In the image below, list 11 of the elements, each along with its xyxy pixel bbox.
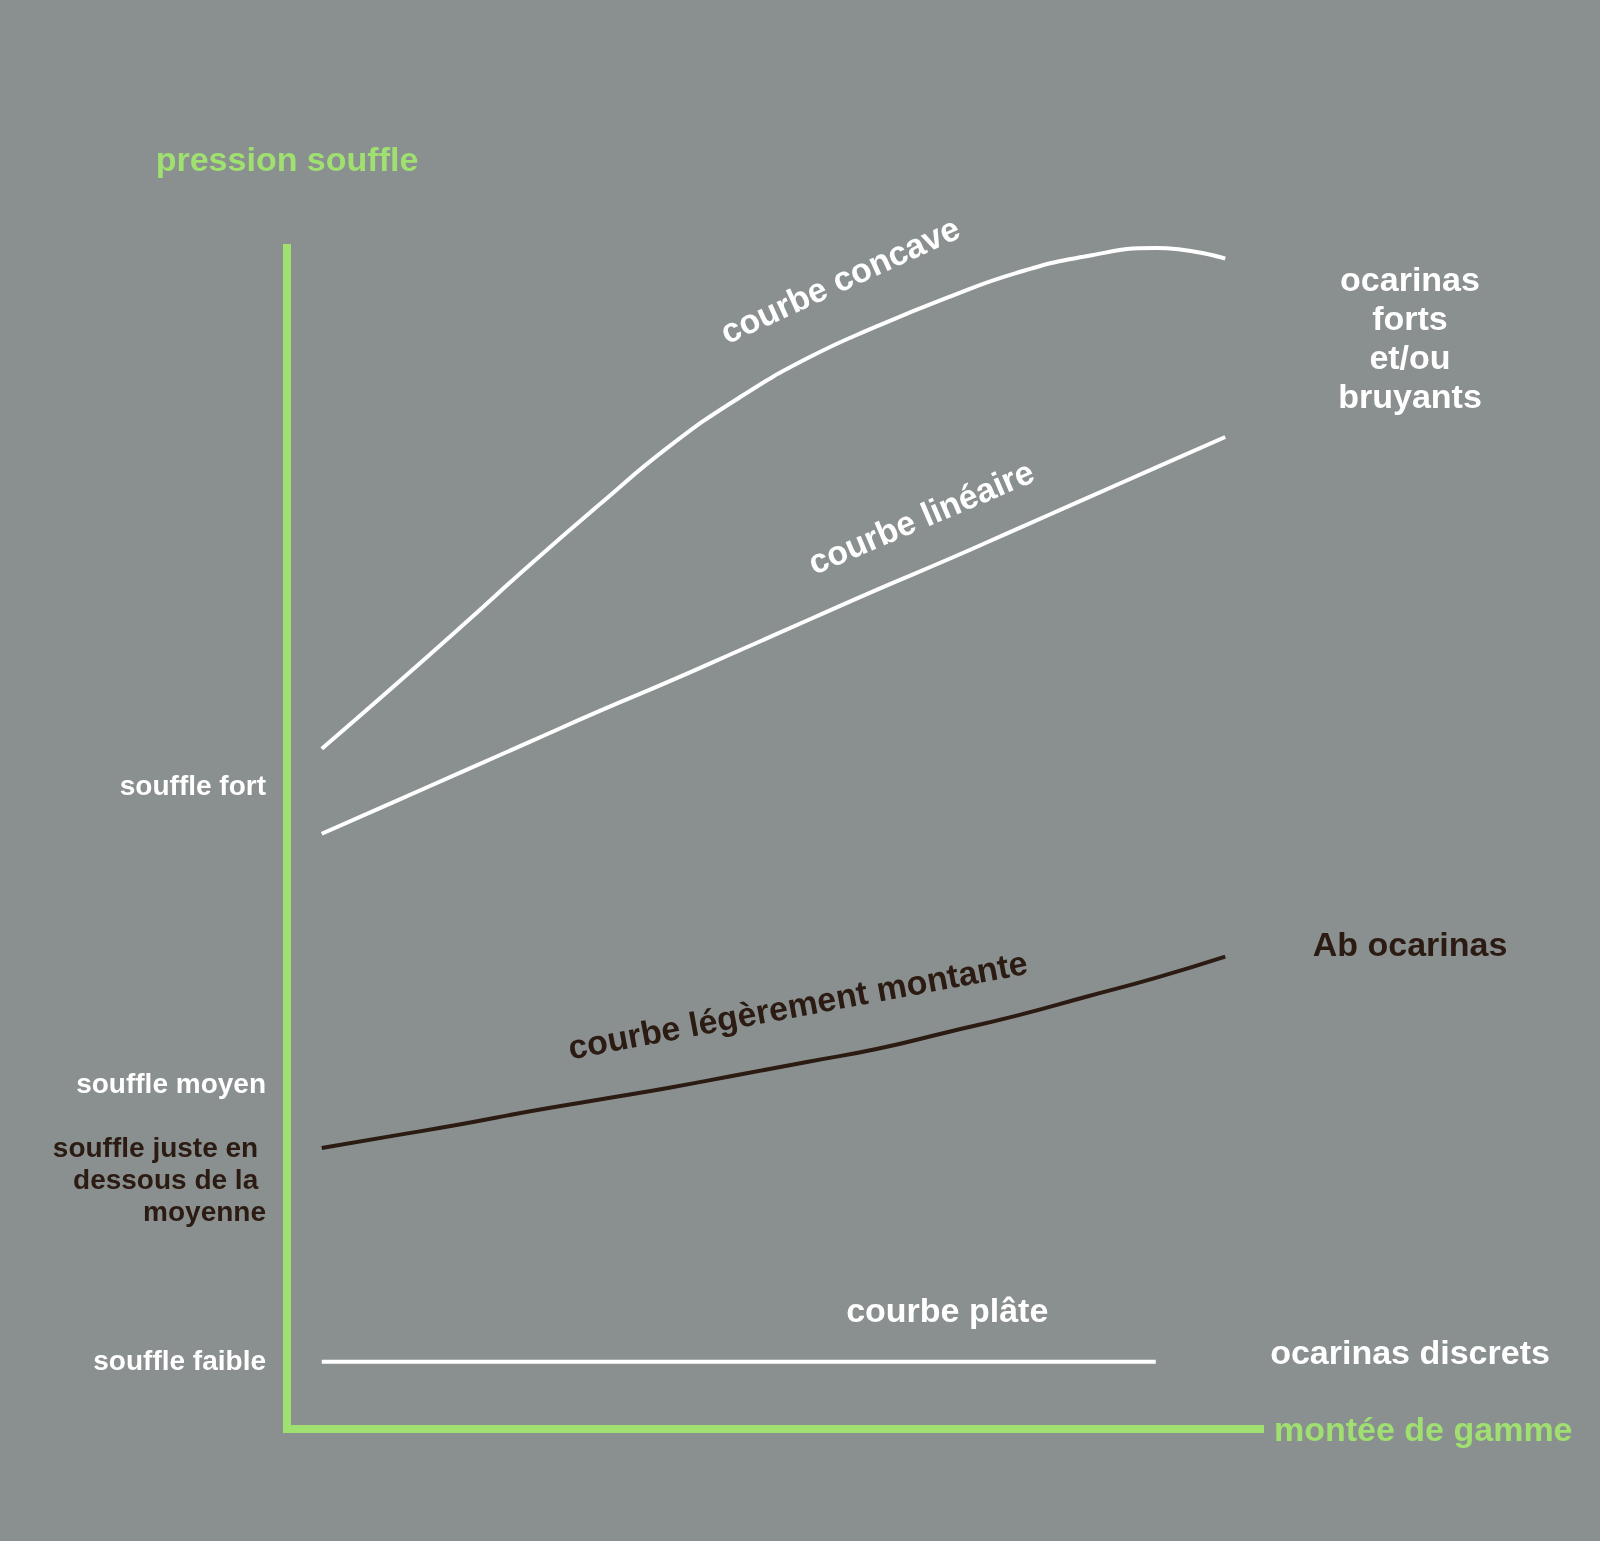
text: ocarinas discrets [1270,1333,1550,1371]
text: souffle moyen [76,1067,266,1099]
text: souffle juste en dessous de la moyenne [52,1131,266,1227]
text: courbe légèrement montante [564,943,1031,1067]
text: souffle fort [119,769,266,801]
x-axis-title: montée de gamme [1274,1410,1573,1448]
text: Ab ocarinas [1312,925,1508,963]
y-axis-title: pression souffle [155,140,419,178]
text: ocarinas forts et/ou bruyants [1338,259,1482,415]
series-label: courbe plâte [846,1290,1049,1329]
text: souffle faible [93,1344,266,1376]
